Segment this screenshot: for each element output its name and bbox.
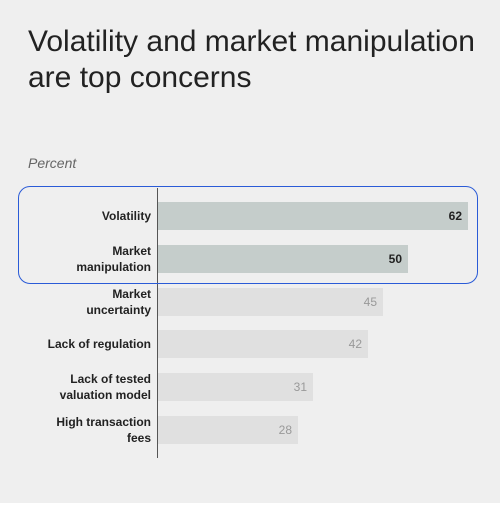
value-label: 28: [278, 423, 292, 437]
category-label: Volatility: [101, 209, 151, 223]
chart-title: Volatility and market manipulation are t…: [28, 25, 475, 94]
value-label: 50: [388, 251, 402, 266]
category-label: Lack of regulation: [47, 337, 151, 352]
category-label: Market uncertainty: [86, 286, 151, 317]
bar: [158, 416, 298, 444]
value-label: 62: [448, 209, 462, 223]
bar: [158, 202, 468, 230]
category-label: Lack of tested valuation model: [59, 372, 151, 403]
bar: [158, 244, 408, 273]
axis-line: [156, 188, 158, 458]
highlight-box: [18, 186, 478, 284]
value-label: 45: [363, 294, 377, 309]
category-label: Market manipulation: [76, 243, 151, 274]
bar: [158, 373, 313, 402]
category-label: High transaction fees: [56, 415, 151, 445]
value-label: 42: [348, 337, 362, 352]
chart-subtitle: Percent: [28, 155, 77, 171]
value-label: 31: [293, 380, 307, 395]
bar: [158, 330, 368, 359]
bar: [158, 287, 383, 316]
